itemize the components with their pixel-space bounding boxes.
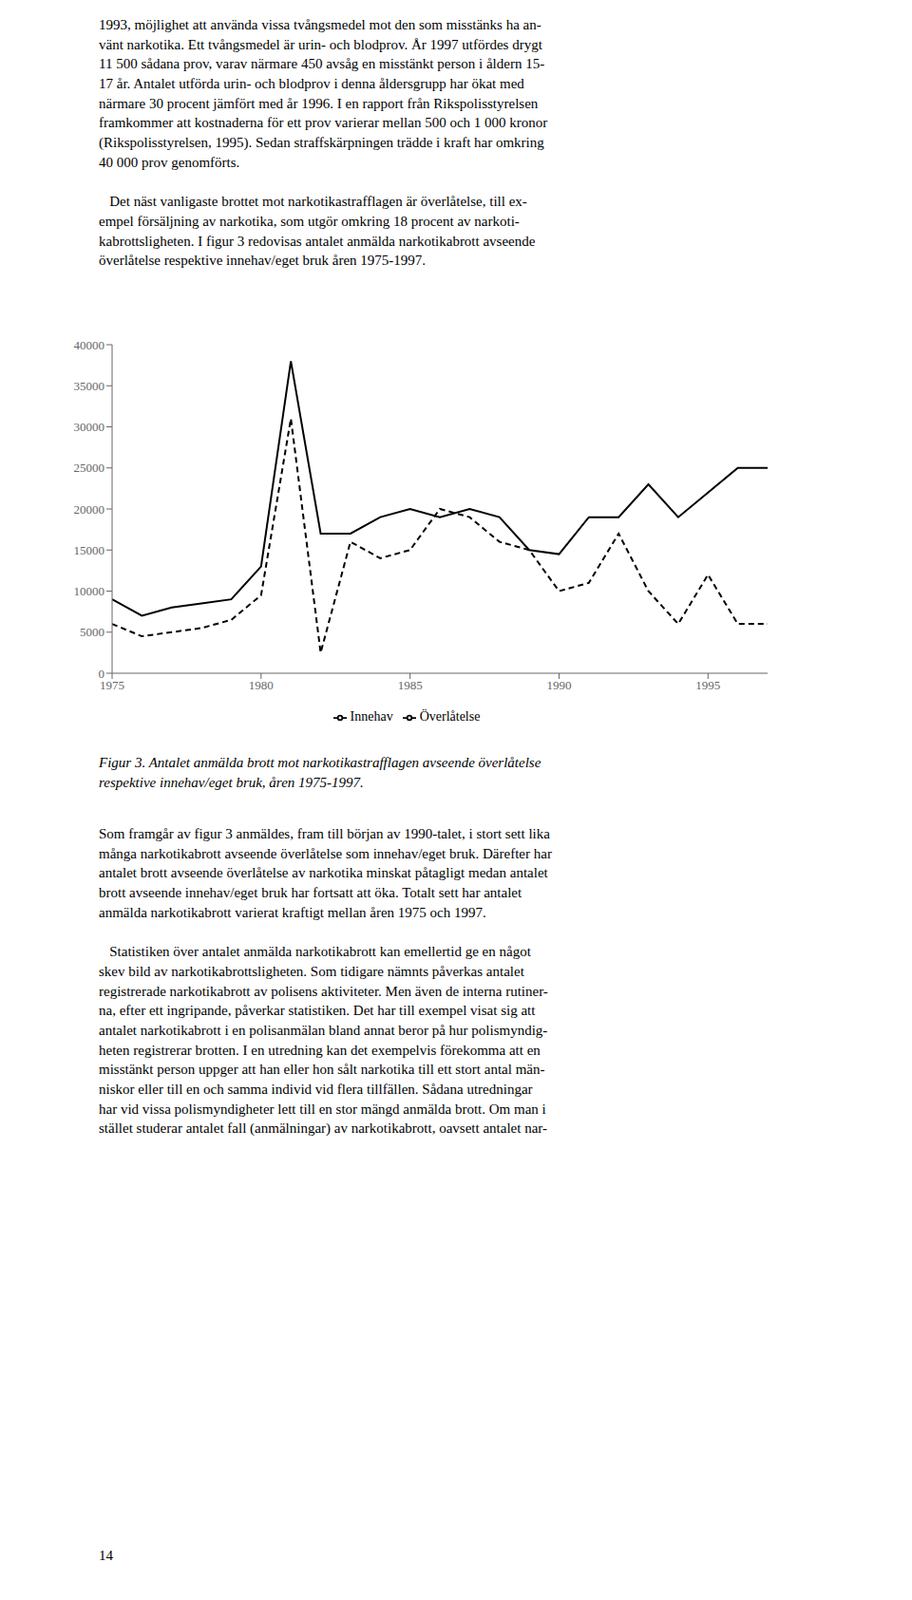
svg-text:40000: 40000 (74, 338, 106, 353)
html-text:Som framgår av figur 3 anmälde: Som framgår av figur 3 anmäldes, fram ti… (98, 826, 552, 1137)
svg-text:25000: 25000 (74, 460, 106, 475)
svg-text:0: 0 (98, 666, 106, 682)
svg-text:1990: 1990 (546, 678, 571, 693)
svg-text:1995: 1995 (695, 678, 721, 693)
svg-text:10000: 10000 (74, 584, 106, 599)
html-text:Figur 3. Antalet anmälda brott: Figur 3. Antalet anmälda brott mot narko… (98, 755, 541, 791)
svg-text:1980: 1980 (248, 678, 274, 693)
svg-text:1975: 1975 (99, 678, 125, 693)
html-text:14: 14 (98, 1548, 114, 1564)
html-text:Innehav: Innehav (350, 709, 394, 724)
html-text:1993, möjlighet att använda vi: 1993, möjlighet att använda vissa tvångs… (98, 17, 548, 269)
svg-text:35000: 35000 (74, 379, 106, 394)
svg-text:15000: 15000 (74, 543, 106, 558)
html-text:Överlåtelse: Överlåtelse (419, 709, 481, 724)
svg-text:30000: 30000 (74, 419, 106, 435)
svg-text:1985: 1985 (398, 678, 423, 693)
svg-text:5000: 5000 (79, 625, 105, 640)
svg-text:20000: 20000 (74, 502, 106, 517)
